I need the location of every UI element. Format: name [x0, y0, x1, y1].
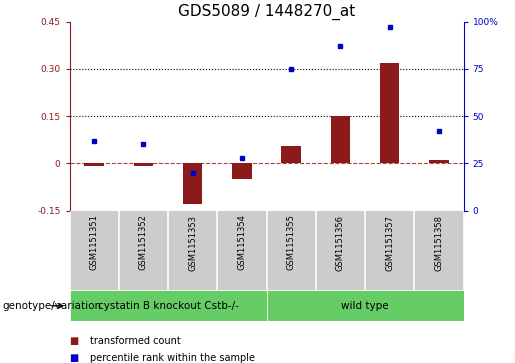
Bar: [133, 163, 153, 167]
Text: GSM1151356: GSM1151356: [336, 215, 345, 270]
Bar: [267, 290, 464, 321]
Text: GSM1151353: GSM1151353: [188, 215, 197, 270]
Bar: [380, 63, 400, 163]
Bar: [70, 290, 267, 321]
Bar: [429, 160, 449, 163]
Text: ■: ■: [70, 352, 79, 363]
Bar: [331, 116, 350, 163]
Text: GSM1151358: GSM1151358: [434, 215, 443, 270]
Bar: [281, 146, 301, 163]
Title: GDS5089 / 1448270_at: GDS5089 / 1448270_at: [178, 4, 355, 20]
Text: transformed count: transformed count: [90, 336, 181, 346]
Bar: [232, 163, 252, 179]
Bar: [183, 163, 202, 204]
Text: GSM1151352: GSM1151352: [139, 215, 148, 270]
Text: cystatin B knockout Cstb-/-: cystatin B knockout Cstb-/-: [97, 301, 238, 311]
Text: GSM1151355: GSM1151355: [287, 215, 296, 270]
Bar: [84, 163, 104, 167]
Text: percentile rank within the sample: percentile rank within the sample: [90, 352, 255, 363]
Text: ■: ■: [70, 336, 79, 346]
Text: GSM1151354: GSM1151354: [237, 215, 246, 270]
Text: GSM1151351: GSM1151351: [90, 215, 99, 270]
Text: genotype/variation: genotype/variation: [3, 301, 101, 311]
Text: wild type: wild type: [341, 301, 389, 311]
Text: GSM1151357: GSM1151357: [385, 215, 394, 270]
